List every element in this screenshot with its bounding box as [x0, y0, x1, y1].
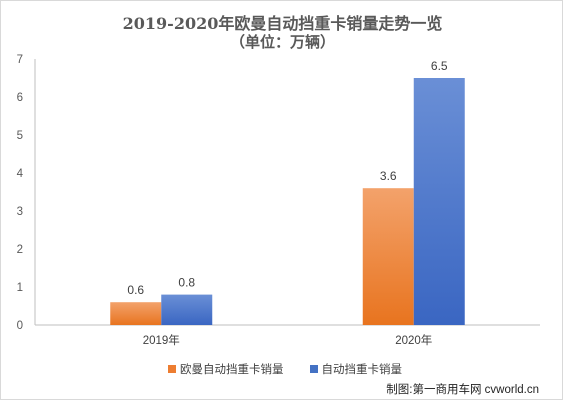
legend-label-oman: 欧曼自动挡重卡销量 [180, 364, 284, 376]
legend-swatch-blue [309, 365, 318, 373]
y-axis: 0 1 2 3 4 5 6 7 [17, 54, 24, 332]
bar [362, 188, 414, 325]
y-tick-label: 5 [17, 130, 23, 142]
bar [110, 302, 162, 325]
bars: 0.6 0.8 3.6 6.5 [110, 59, 465, 325]
y-tick-label: 7 [17, 54, 23, 66]
bar [413, 78, 465, 325]
y-tick-label: 4 [17, 168, 24, 180]
x-tick-label: 2020年 [395, 333, 432, 347]
credit-text: 制图:第一商用车网 cvworld.cn [386, 384, 539, 396]
legend-item-oman: 欧曼自动挡重卡销量 [168, 361, 284, 377]
chart-subtitle: （单位：万辆） [229, 34, 335, 51]
y-tick-label: 2 [17, 244, 23, 256]
legend-swatch-orange [168, 365, 176, 373]
y-tick-label: 1 [17, 282, 23, 294]
legend: 欧曼自动挡重卡销量 自动挡重卡销量 [168, 361, 402, 377]
y-tick-label: 6 [17, 92, 23, 104]
y-tick-label: 0 [17, 320, 23, 332]
x-tick-label: 2019年 [143, 333, 180, 347]
legend-label-total: 自动挡重卡销量 [321, 364, 403, 376]
bar [161, 294, 213, 325]
x-axis-labels: 2019年 2020年 [143, 333, 433, 347]
data-label: 6.5 [431, 59, 448, 73]
data-label: 3.6 [380, 169, 397, 183]
chart-title: 2019-2020年欧曼自动挡重卡销量走势一览 [122, 14, 443, 33]
data-label: 0.6 [127, 283, 144, 297]
data-label: 0.8 [178, 276, 195, 290]
y-tick-label: 3 [17, 206, 23, 218]
legend-item-total: 自动挡重卡销量 [309, 361, 403, 377]
